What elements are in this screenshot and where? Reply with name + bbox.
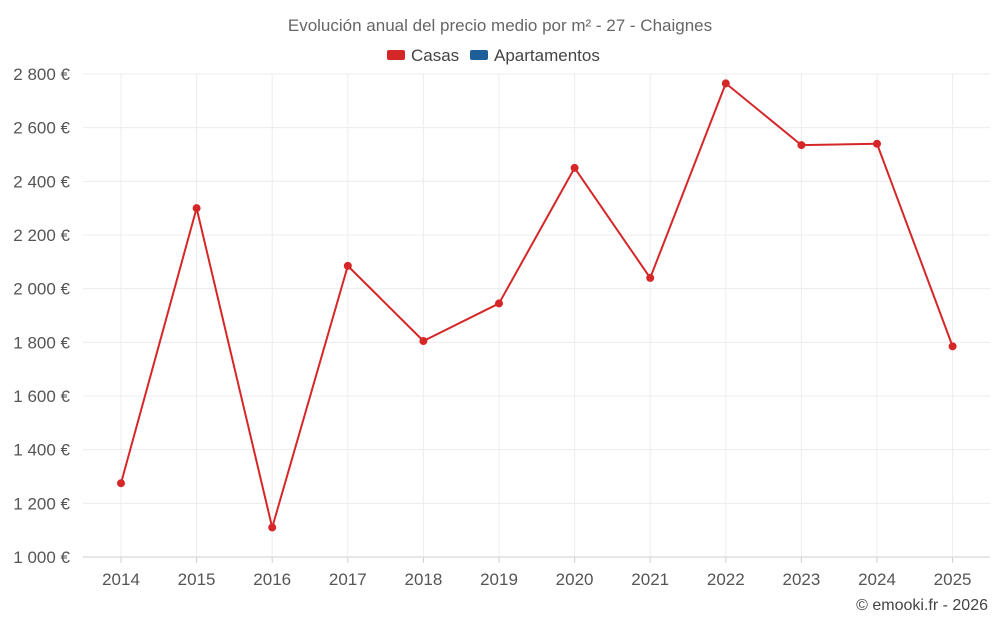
x-tick-label: 2020 <box>556 570 594 589</box>
y-tick-label: 2 400 € <box>13 172 70 191</box>
x-tick-label: 2022 <box>707 570 745 589</box>
x-tick-label: 2014 <box>102 570 140 589</box>
y-tick-label: 1 000 € <box>13 548 70 567</box>
series-line-casas <box>120 82 954 529</box>
data-point-casas[interactable] <box>495 299 503 308</box>
x-tick-label: 2015 <box>178 570 216 589</box>
legend-swatch-casas <box>387 50 405 60</box>
y-tick-label: 1 200 € <box>13 494 70 513</box>
legend-label-apartamentos: Apartamentos <box>494 46 600 65</box>
y-tick-label: 2 600 € <box>13 119 70 138</box>
data-point-casas[interactable] <box>570 163 579 172</box>
data-point-casas[interactable] <box>721 79 730 88</box>
data-point-casas[interactable] <box>948 342 957 351</box>
chart-title: Evolución anual del precio medio por m² … <box>288 16 712 35</box>
data-point-casas[interactable] <box>646 273 655 282</box>
credit-text: © emooki.fr - 2026 <box>856 597 988 614</box>
y-tick-label: 1 600 € <box>13 387 70 406</box>
x-tick-label: 2016 <box>253 570 291 589</box>
x-tick-label: 2019 <box>480 570 518 589</box>
y-tick-label: 2 800 € <box>13 65 70 84</box>
data-point-casas[interactable] <box>268 523 277 532</box>
legend-swatch-apartamentos <box>470 50 488 60</box>
x-tick-label: 2024 <box>858 570 896 589</box>
y-tick-label: 1 400 € <box>13 441 70 460</box>
legend: Casas Apartamentos <box>387 46 600 65</box>
x-tick-label: 2021 <box>631 570 669 589</box>
legend-item-casas[interactable]: Casas <box>387 46 459 65</box>
data-point-casas[interactable] <box>117 479 125 488</box>
x-tick-label: 2025 <box>934 570 972 589</box>
legend-label-casas: Casas <box>411 46 459 65</box>
data-point-casas[interactable] <box>419 336 428 345</box>
x-tick-label: 2017 <box>329 570 367 589</box>
data-point-casas[interactable] <box>192 204 201 213</box>
data-point-casas[interactable] <box>873 139 881 148</box>
y-tick-label: 1 800 € <box>13 333 70 352</box>
plot-area: 1 000 € 1 200 € 1 400 € 1 600 € 1 800 € 2 000… <box>13 65 990 589</box>
data-point-casas[interactable] <box>797 141 806 150</box>
x-tick-label: 2018 <box>404 570 442 589</box>
y-tick-label: 2 000 € <box>13 280 70 299</box>
x-tick-label: 2023 <box>782 570 820 589</box>
y-tick-label: 2 200 € <box>13 226 70 245</box>
data-point-casas[interactable] <box>343 261 352 270</box>
legend-item-apartamentos[interactable]: Apartamentos <box>470 46 600 65</box>
